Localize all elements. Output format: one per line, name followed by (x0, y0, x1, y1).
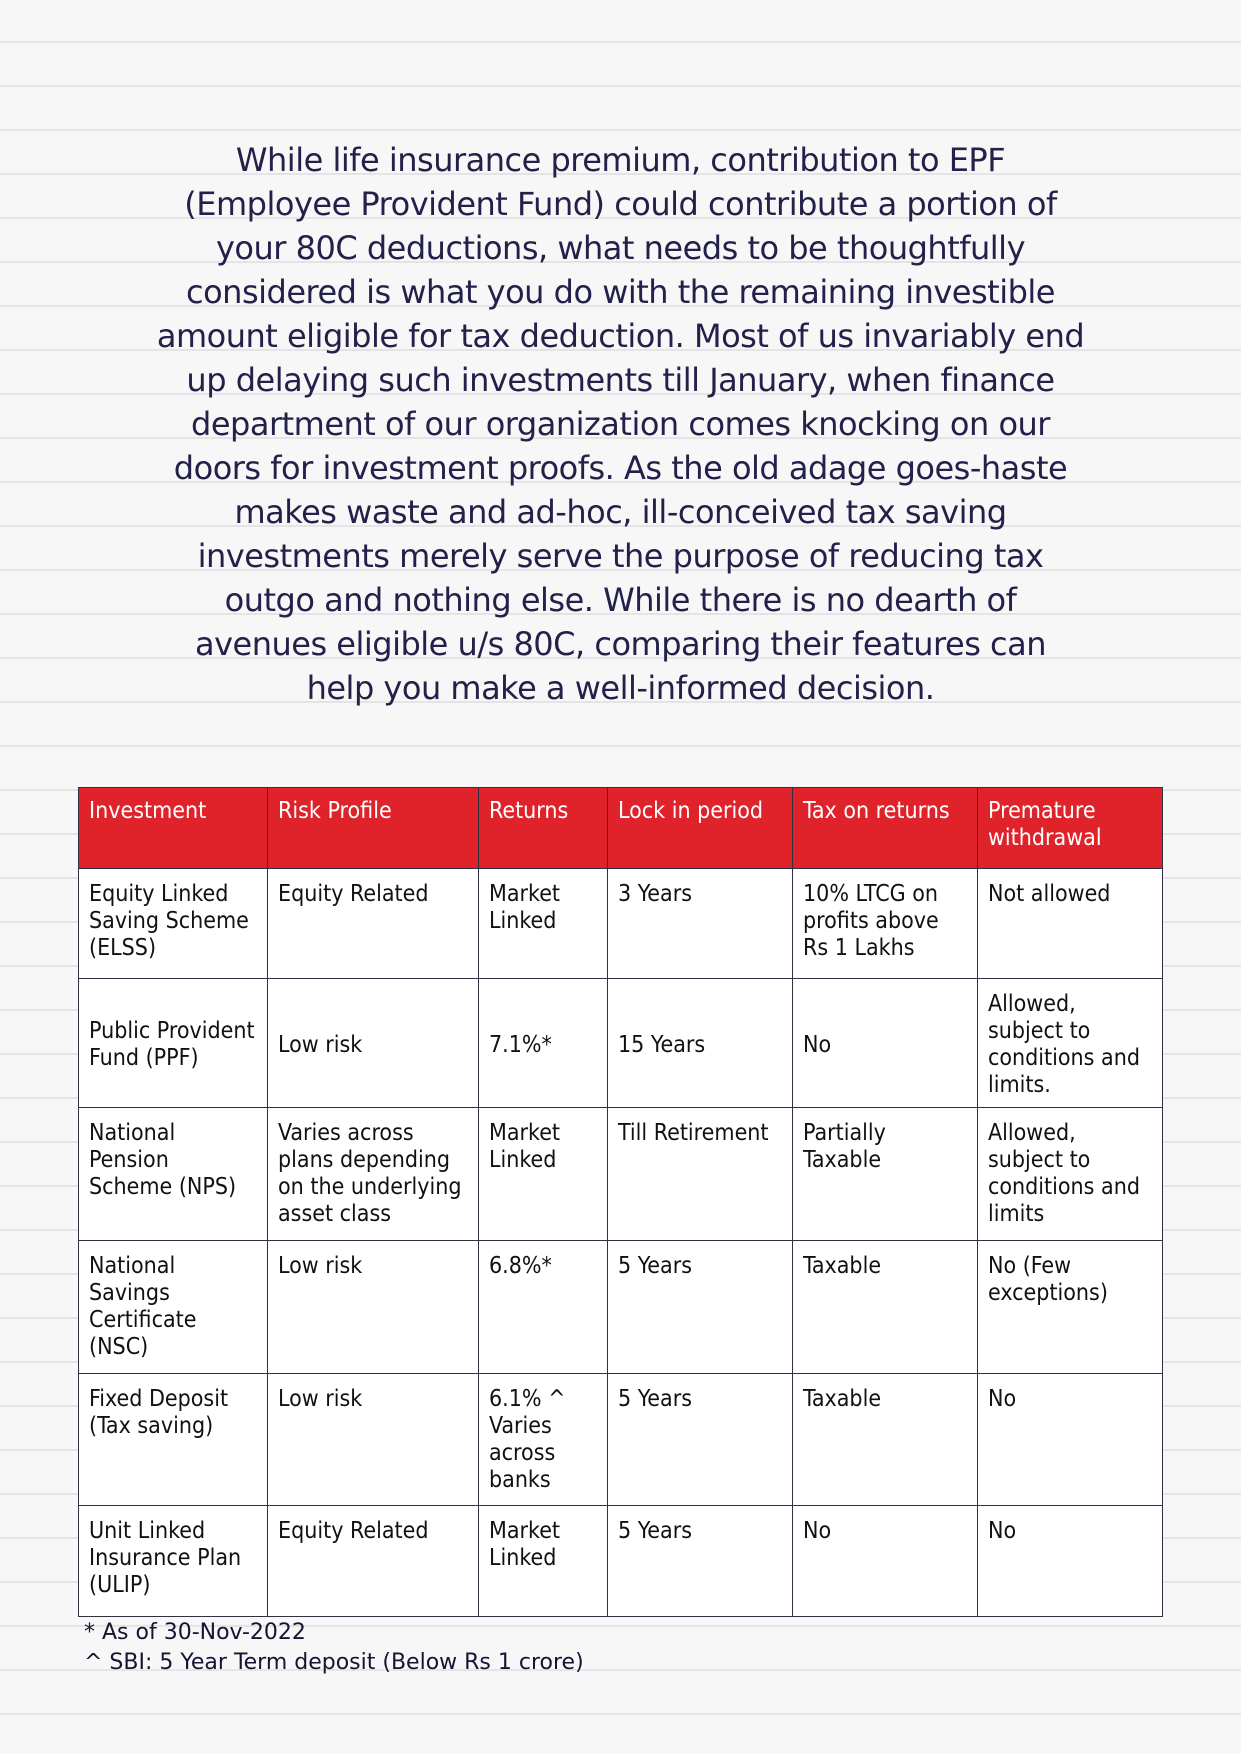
table-row: Unit Linked Insurance Plan (ULIP) Equity … (78, 1505, 1163, 1617)
table-cell: Partially Taxable (792, 1107, 978, 1241)
intro-line: help you make a well-informed decision. (306, 669, 935, 707)
intro-line: considered is what you do with the remai… (186, 273, 1055, 311)
table-cell: Not allowed (977, 868, 1163, 979)
intro-line: doors for investment proofs. As the old … (173, 449, 1068, 487)
table-cell: 5 Years (607, 1505, 793, 1617)
intro-line: While life insurance premium, contributi… (235, 141, 1006, 179)
table-cell: Varies across plans depending on the und… (267, 1107, 479, 1241)
intro-paragraph: While life insurance premium, contributi… (80, 138, 1161, 710)
intro-line: up delaying such investments till Januar… (186, 361, 1055, 399)
header-lock-in-period: Lock in period (607, 787, 793, 869)
table-cell: 5 Years (607, 1240, 793, 1374)
table-cell: 15 Years (607, 978, 793, 1108)
table-row: Fixed Deposit (Tax saving) Low risk 6.1% ^… (78, 1373, 1163, 1506)
header-risk-profile: Risk Profile (267, 787, 479, 869)
intro-line: your 80C deductions, what needs to be th… (215, 229, 1026, 267)
investment-comparison-table: Investment Risk Profile Returns Lock in … (78, 787, 1163, 1617)
table-row: National Pension Scheme (NPS) Varies acro… (78, 1107, 1163, 1241)
table-cell: Low risk (267, 1240, 479, 1374)
footnote: ^ SBI: 5 Year Term deposit (Below Rs 1 c… (84, 1650, 584, 1675)
header-tax-on-returns: Tax on returns (792, 787, 978, 869)
table-cell: National Pension Scheme (NPS) (78, 1107, 268, 1241)
table-cell: 3 Years (607, 868, 793, 979)
table-cell: Taxable (792, 1240, 978, 1374)
footnotes: * As of 30-Nov-2022 ^ SBI: 5 Year Term d… (84, 1618, 584, 1678)
table-cell: Public Provident Fund (PPF) (78, 978, 268, 1108)
table-cell: Low risk (267, 978, 479, 1108)
table-cell: Market Linked (478, 1107, 608, 1241)
intro-line: outgo and nothing else. While there is n… (224, 581, 1017, 619)
intro-line: (Employee Provident Fund) could contribu… (184, 185, 1057, 223)
table-row: Public Provident Fund (PPF) Low risk 7.1%*… (78, 978, 1163, 1108)
table-cell: National Savings Certificate (NSC) (78, 1240, 268, 1374)
table-cell: No (977, 1373, 1163, 1506)
table-cell: 5 Years (607, 1373, 793, 1506)
table-cell: Unit Linked Insurance Plan (ULIP) (78, 1505, 268, 1617)
table-cell: Market Linked (478, 1505, 608, 1617)
table-cell: 6.1% ^ Varies across banks (478, 1373, 608, 1506)
intro-line: avenues eligible u/s 80C, comparing thei… (194, 625, 1047, 663)
table-cell: No (977, 1505, 1163, 1617)
header-investment: Investment (78, 787, 268, 869)
table-cell: 6.8%* (478, 1240, 608, 1374)
table-cell: Till Retirement (607, 1107, 793, 1241)
intro-line: investments merely serve the purpose of … (197, 537, 1044, 575)
table-cell: No (792, 1505, 978, 1617)
table-cell: 7.1%* (478, 978, 608, 1108)
table-cell: Taxable (792, 1373, 978, 1506)
intro-line: amount eligible for tax deduction. Most … (156, 317, 1085, 355)
footnote: * As of 30-Nov-2022 (84, 1620, 306, 1645)
table-header-row: Investment Risk Profile Returns Lock in … (78, 787, 1163, 869)
table-cell: Equity Linked Saving Scheme (ELSS) (78, 868, 268, 979)
intro-line: makes waste and ad-hoc, ill-conceived ta… (234, 493, 1007, 531)
table-cell: Equity Related (267, 1505, 479, 1617)
table-cell: No (792, 978, 978, 1108)
header-premature-withdrawal: Premature withdrawal (977, 787, 1163, 869)
table-cell: Allowed, subject to conditions and limit… (977, 978, 1163, 1108)
table-cell: 10% LTCG on profits above Rs 1 Lakhs (792, 868, 978, 979)
table-cell: Equity Related (267, 868, 479, 979)
table-cell: Market Linked (478, 868, 608, 979)
table-cell: Fixed Deposit (Tax saving) (78, 1373, 268, 1506)
table-row: National Savings Certificate (NSC) Low ri… (78, 1240, 1163, 1374)
table-cell: Allowed, subject to conditions and limit… (977, 1107, 1163, 1241)
intro-line: department of our organization comes kno… (191, 405, 1050, 443)
table-row: Equity Linked Saving Scheme (ELSS) Equity… (78, 868, 1163, 979)
table-cell: No (Few exceptions) (977, 1240, 1163, 1374)
table-cell: Low risk (267, 1373, 479, 1506)
header-returns: Returns (478, 787, 608, 869)
